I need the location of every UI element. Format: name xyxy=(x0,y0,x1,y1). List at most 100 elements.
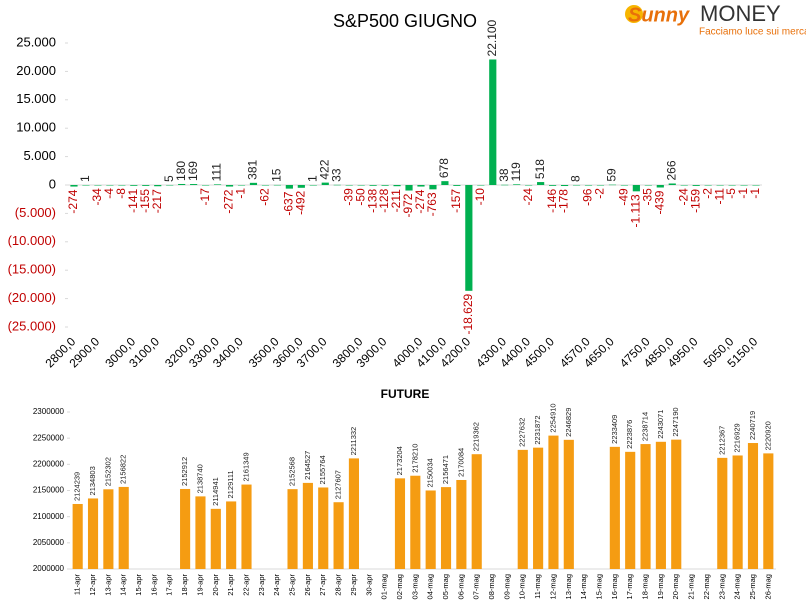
bar xyxy=(489,59,497,185)
bar xyxy=(655,441,666,569)
data-label: -274 xyxy=(413,189,427,213)
data-label: -1 xyxy=(748,188,762,199)
data-label: 2223876 xyxy=(625,420,634,449)
data-label: -1 xyxy=(234,188,248,199)
data-label: 5 xyxy=(162,175,176,182)
bar xyxy=(394,478,406,569)
data-label: 33 xyxy=(329,168,343,182)
bar xyxy=(195,496,206,569)
data-label: -50 xyxy=(353,188,367,206)
bar xyxy=(333,184,341,186)
data-label: -96 xyxy=(581,188,595,206)
bar xyxy=(348,458,359,569)
data-label: -2 xyxy=(593,188,607,199)
logo-name: MONEY xyxy=(700,1,781,26)
bar xyxy=(560,185,569,187)
data-label: -138 xyxy=(365,188,379,212)
bar xyxy=(513,184,521,185)
bar xyxy=(309,184,317,186)
data-label: 678 xyxy=(437,158,451,178)
bar xyxy=(477,185,485,186)
data-label: -49 xyxy=(617,188,631,206)
data-label: 2170084 xyxy=(456,448,465,477)
data-label: -155 xyxy=(138,189,152,213)
data-label: -272 xyxy=(222,189,236,213)
bar xyxy=(625,451,636,569)
data-label: 2178210 xyxy=(410,444,419,473)
data-label: -11 xyxy=(712,188,726,205)
data-label: -439 xyxy=(652,190,666,214)
data-label: -39 xyxy=(341,188,355,206)
data-label: 180 xyxy=(174,161,188,181)
data-label: -8 xyxy=(114,188,128,199)
data-label: -1.113 xyxy=(629,194,643,227)
bar xyxy=(178,183,186,185)
data-label: 2152912 xyxy=(180,457,189,486)
x-tick-label: 08-mag xyxy=(487,574,496,599)
bar xyxy=(680,185,688,186)
bar xyxy=(517,449,528,569)
data-label: -178 xyxy=(557,189,571,213)
bar xyxy=(213,184,222,185)
bar xyxy=(249,182,258,185)
y-tick-label: 2000000 xyxy=(33,564,65,573)
data-label: -274 xyxy=(66,189,80,213)
data-label: 2254910 xyxy=(548,403,557,432)
data-label: 2156471 xyxy=(441,455,450,484)
x-tick-label: 27-apr xyxy=(318,574,327,596)
y-tick-label: (5.000) xyxy=(15,205,56,220)
y-tick-label: 2200000 xyxy=(33,459,65,468)
bar xyxy=(166,184,174,186)
data-label: 266 xyxy=(664,160,678,180)
data-label: 1 xyxy=(305,175,319,182)
data-label: -217 xyxy=(150,189,164,213)
bar xyxy=(732,455,743,569)
data-label: 2152302 xyxy=(103,457,112,486)
bar xyxy=(297,185,305,188)
bar xyxy=(72,503,83,569)
data-label: -159 xyxy=(688,189,702,213)
data-label: 2134803 xyxy=(88,466,97,495)
chart-title: S&P500 GIUGNO xyxy=(333,11,477,31)
data-label: 2211332 xyxy=(349,427,358,456)
bar xyxy=(321,182,329,185)
y-tick-label: 2300000 xyxy=(33,407,65,416)
data-label: 22.100 xyxy=(485,19,499,56)
x-tick-label: 12-apr xyxy=(88,574,97,596)
data-label: -18.629 xyxy=(461,293,475,334)
bar xyxy=(70,185,78,187)
bar xyxy=(210,508,221,569)
data-label: 2246829 xyxy=(564,408,573,437)
x-tick-label: 13-apr xyxy=(103,574,112,596)
bar xyxy=(501,184,509,186)
x-tick-label: 17-apr xyxy=(165,574,174,596)
data-label: 381 xyxy=(246,159,260,179)
bar xyxy=(471,454,482,569)
bar xyxy=(717,457,728,569)
data-label: 2247190 xyxy=(671,407,680,436)
data-label: 2114941 xyxy=(211,477,220,506)
x-tick-label: 19-apr xyxy=(195,574,204,596)
bar xyxy=(429,185,437,190)
data-label: 2129111 xyxy=(226,470,235,498)
x-tick-label: 12-mag xyxy=(548,574,557,599)
data-label: -128 xyxy=(377,188,391,212)
x-tick-label: 04-mag xyxy=(426,574,435,599)
x-tick-label: 20-mag xyxy=(671,574,680,599)
data-label: 2216929 xyxy=(733,423,742,452)
logo-brand: Sunny xyxy=(628,4,690,26)
data-label: -2 xyxy=(700,188,714,199)
x-tick-label: 14-apr xyxy=(119,574,128,596)
data-label: 169 xyxy=(186,161,200,181)
y-tick-label: 2100000 xyxy=(33,512,65,521)
y-tick-label: 15.000 xyxy=(16,91,56,106)
x-tick-label: 16-apr xyxy=(149,574,158,596)
bar xyxy=(632,185,640,192)
bar xyxy=(94,185,102,186)
x-tick-label: 24-mag xyxy=(733,574,742,599)
data-label: 2173204 xyxy=(395,446,404,475)
data-label: 422 xyxy=(317,159,331,179)
x-tick-label: 05-mag xyxy=(441,574,450,599)
bar xyxy=(405,185,413,191)
